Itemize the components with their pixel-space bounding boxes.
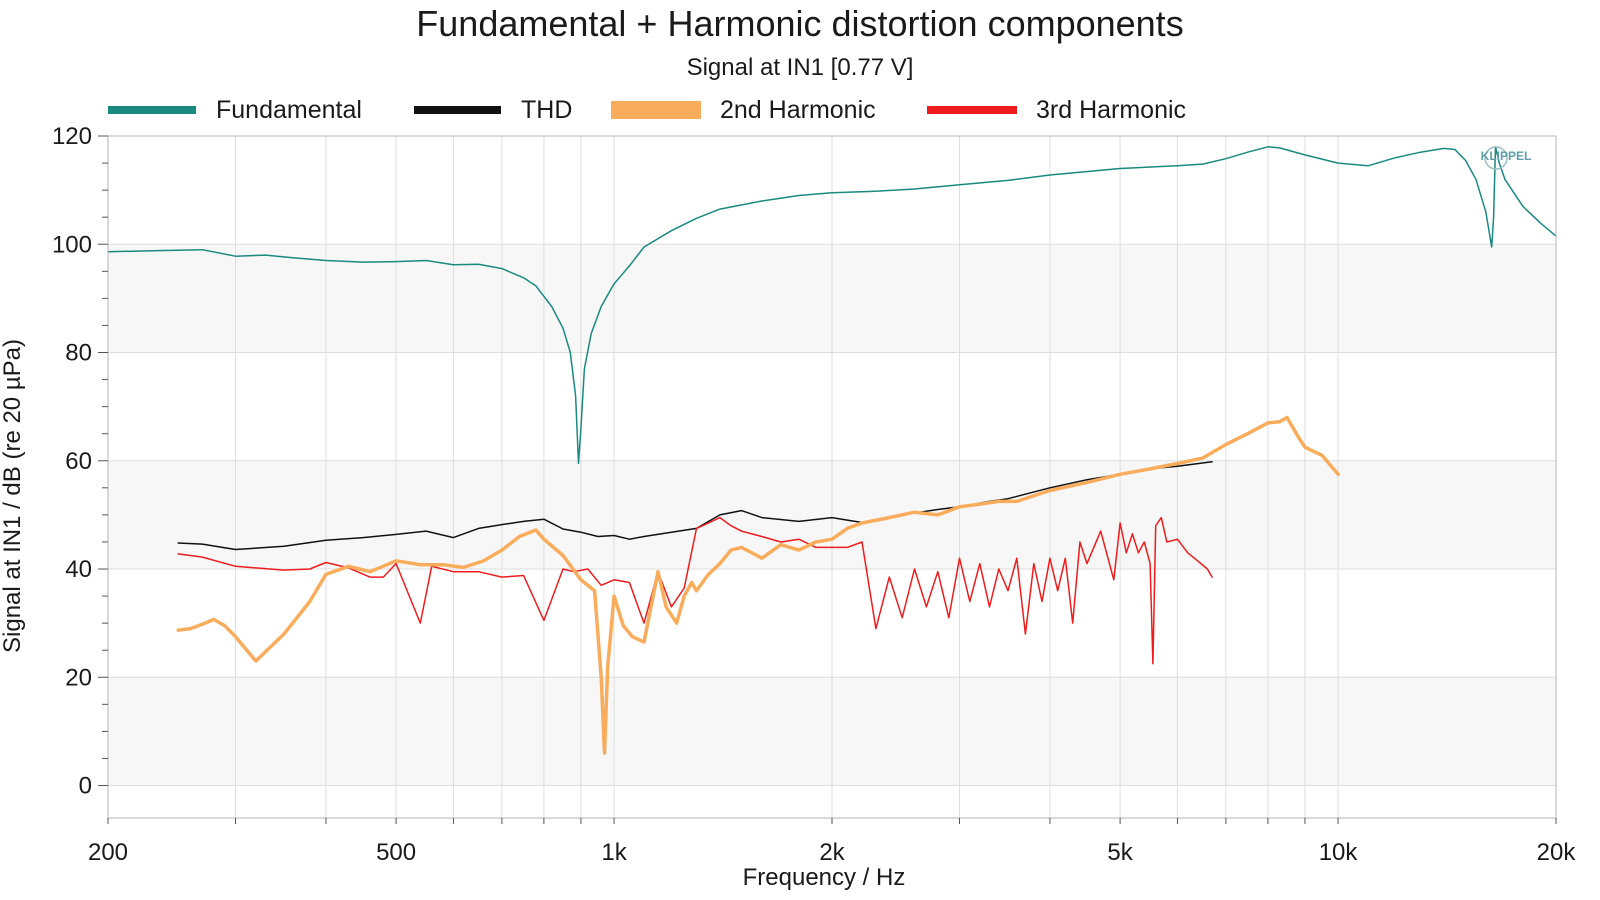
legend-label: 3rd Harmonic — [1036, 96, 1186, 124]
logo-ring-icon — [1484, 146, 1508, 170]
series-line-fundamental — [107, 146, 1557, 465]
x-tick-label: 10k — [1319, 839, 1359, 866]
x-axis-ticks: 200 500 1k 2k 5k 10k 20k — [88, 818, 1576, 866]
chart-subtitle: Signal at IN1 [0.77 V] — [687, 54, 914, 81]
x-axis-label: Frequency / Hz — [743, 864, 906, 891]
grid — [108, 136, 1556, 818]
legend: Fundamental THD 2nd Harmonic 3rd Harmonic — [108, 96, 1186, 124]
x-tick-label: 2k — [819, 839, 845, 866]
x-tick-label: 500 — [376, 839, 416, 866]
series-line-2nd-harmonic — [176, 415, 1340, 755]
x-tick-label: 200 — [88, 839, 128, 866]
y-axis-label: Signal at IN1 / dB (re 20 µPa) — [0, 339, 26, 653]
logo-text: KLIPPEL — [1481, 149, 1532, 163]
legend-swatch — [611, 101, 701, 119]
chart-title: Fundamental + Harmonic distortion compon… — [416, 3, 1183, 44]
series-line-thd — [177, 461, 1213, 551]
x-tick-label: 5k — [1107, 839, 1133, 866]
y-tick-label: 60 — [65, 448, 92, 475]
series-layer — [107, 146, 1557, 755]
legend-swatch — [414, 106, 501, 114]
y-tick-label: 100 — [52, 231, 92, 258]
y-tick-label: 40 — [65, 556, 92, 583]
legend-label: THD — [521, 96, 572, 124]
x-tick-label: 20k — [1537, 839, 1577, 866]
legend-swatch — [927, 106, 1017, 114]
legend-swatch — [108, 106, 196, 114]
y-axis-ticks: 0 20 40 60 80 100 120 — [52, 123, 108, 800]
legend-label: Fundamental — [216, 96, 362, 124]
y-tick-label: 80 — [65, 340, 92, 367]
y-tick-label: 20 — [65, 664, 92, 691]
legend-label: 2nd Harmonic — [720, 96, 876, 124]
y-tick-label: 0 — [79, 773, 92, 800]
y-tick-label: 120 — [52, 123, 92, 150]
series-line-3rd-harmonic — [177, 516, 1213, 665]
x-tick-label: 1k — [601, 839, 627, 866]
klippel-logo: KLIPPEL — [1481, 146, 1532, 170]
